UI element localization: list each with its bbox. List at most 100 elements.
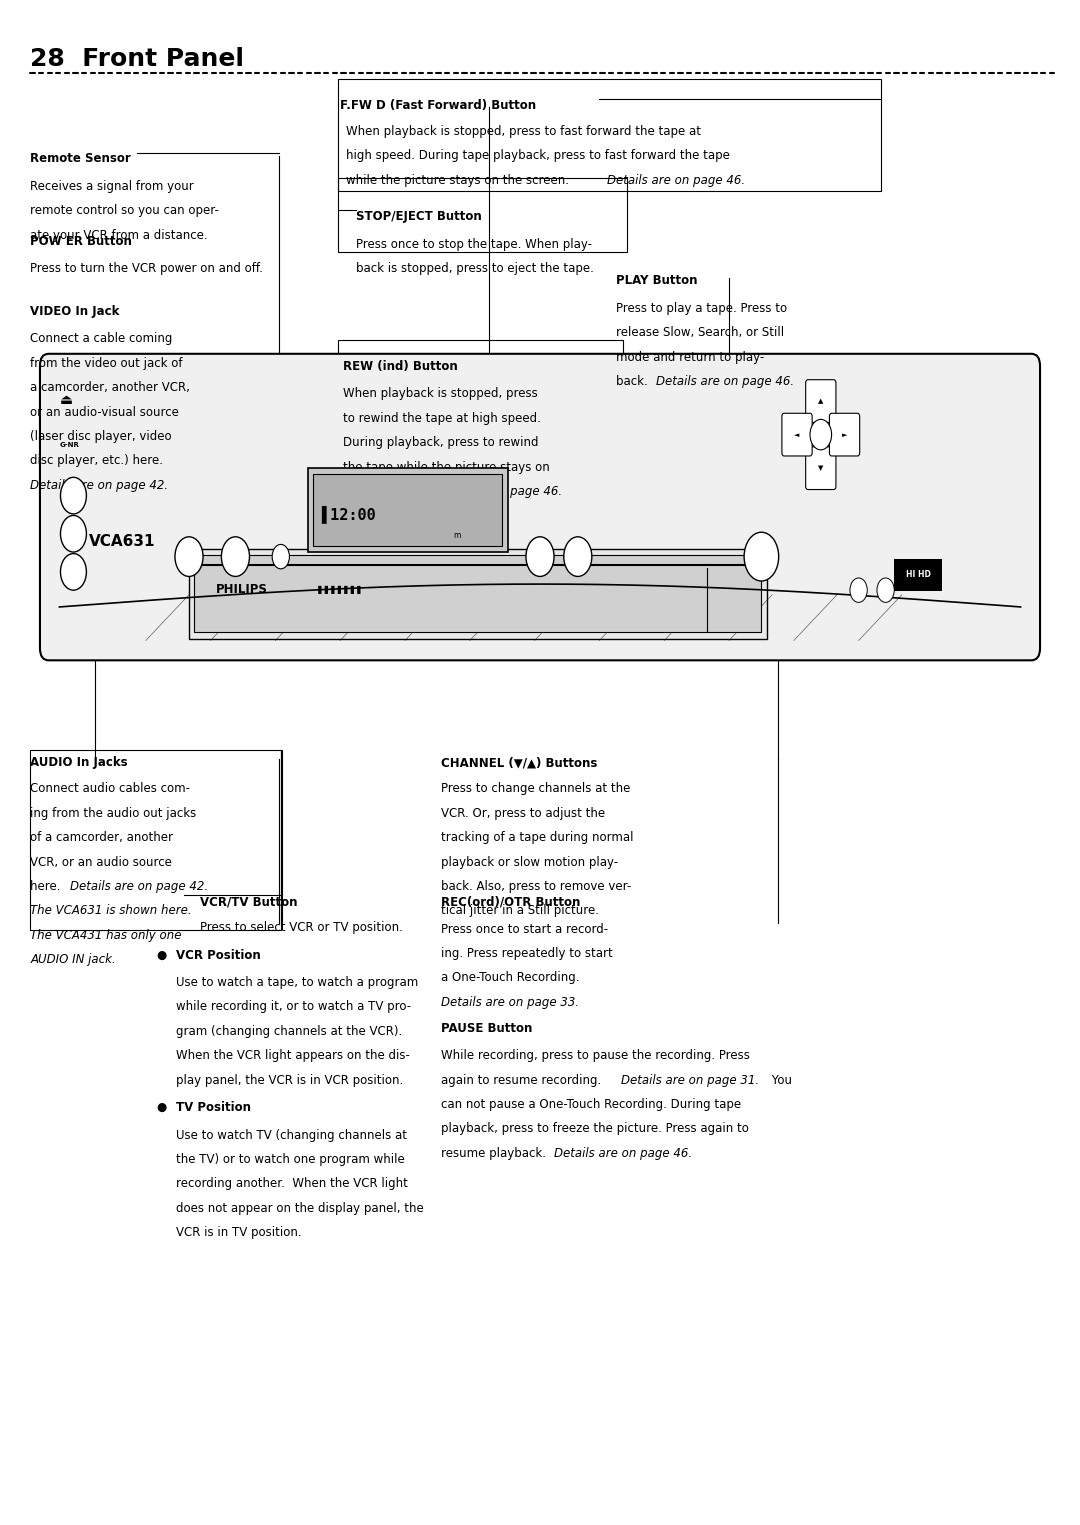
Text: G-NR: G-NR — [59, 442, 79, 448]
Text: the screen.: the screen. — [343, 485, 414, 499]
Text: ▲: ▲ — [819, 398, 823, 404]
Text: VCR Position: VCR Position — [176, 949, 260, 962]
Bar — [338, 178, 627, 252]
Text: Details are on page 42.: Details are on page 42. — [30, 479, 168, 493]
Bar — [308, 468, 508, 552]
Text: playback or slow motion play-: playback or slow motion play- — [441, 856, 618, 869]
Text: Receives a signal from your: Receives a signal from your — [30, 180, 194, 194]
Text: The VCA631 is shown here.: The VCA631 is shown here. — [30, 904, 192, 918]
Text: back. Also, press to remove ver-: back. Also, press to remove ver- — [441, 880, 631, 894]
Text: Details are on page 33.: Details are on page 33. — [441, 996, 579, 1010]
Text: again to resume recording.: again to resume recording. — [441, 1074, 605, 1087]
Text: CHANNEL (▼/▲) Buttons: CHANNEL (▼/▲) Buttons — [441, 756, 597, 770]
Text: ►: ► — [842, 432, 847, 438]
FancyBboxPatch shape — [829, 413, 860, 456]
Circle shape — [60, 477, 86, 514]
Text: tracking of a tape during normal: tracking of a tape during normal — [441, 831, 633, 845]
Text: While recording, press to pause the recording. Press: While recording, press to pause the reco… — [441, 1049, 750, 1063]
Text: back is stopped, press to eject the tape.: back is stopped, press to eject the tape… — [356, 262, 594, 276]
Text: VIDEO In Jack: VIDEO In Jack — [30, 305, 120, 319]
Text: while the picture stays on the screen.: while the picture stays on the screen. — [346, 174, 572, 188]
Text: ing from the audio out jacks: ing from the audio out jacks — [30, 807, 197, 820]
Circle shape — [60, 515, 86, 552]
Text: PHILIPS: PHILIPS — [216, 583, 268, 596]
Text: mode and return to play-: mode and return to play- — [616, 351, 764, 364]
Text: ●: ● — [157, 1101, 166, 1115]
Text: here.: here. — [30, 880, 65, 894]
Text: ▌▌▌▌▌▌▌: ▌▌▌▌▌▌▌ — [313, 586, 364, 595]
Bar — [281, 750, 282, 923]
Text: HI HD: HI HD — [905, 570, 931, 580]
Text: while recording it, or to watch a TV pro-: while recording it, or to watch a TV pro… — [176, 1000, 411, 1014]
Text: gram (changing channels at the VCR).: gram (changing channels at the VCR). — [176, 1025, 402, 1039]
Circle shape — [60, 554, 86, 590]
Text: ate your VCR from a distance.: ate your VCR from a distance. — [30, 229, 207, 242]
Text: Connect a cable coming: Connect a cable coming — [30, 332, 173, 346]
Text: Press to select VCR or TV position.: Press to select VCR or TV position. — [200, 921, 403, 935]
Text: Details are on page 46.: Details are on page 46. — [656, 375, 794, 389]
Text: ▼: ▼ — [819, 465, 823, 471]
Circle shape — [850, 578, 867, 602]
Text: from the video out jack of: from the video out jack of — [30, 357, 183, 371]
Text: back.: back. — [616, 375, 651, 389]
Text: You: You — [768, 1074, 792, 1087]
Circle shape — [564, 537, 592, 576]
Text: VCR. Or, press to adjust the: VCR. Or, press to adjust the — [441, 807, 605, 820]
Circle shape — [526, 537, 554, 576]
Text: AUDIO IN jack.: AUDIO IN jack. — [30, 953, 116, 967]
Circle shape — [810, 419, 832, 450]
Text: or an audio-visual source: or an audio-visual source — [30, 406, 179, 419]
Text: 28  Front Panel: 28 Front Panel — [30, 47, 244, 72]
Text: REW (ind) Button: REW (ind) Button — [343, 360, 458, 374]
Text: STOP/EJECT Button: STOP/EJECT Button — [356, 210, 482, 224]
Text: Use to watch TV (changing channels at: Use to watch TV (changing channels at — [176, 1128, 407, 1142]
FancyBboxPatch shape — [40, 354, 1040, 660]
Text: VCR is in TV position.: VCR is in TV position. — [176, 1226, 301, 1240]
Text: REC(ord)/OTR Button: REC(ord)/OTR Button — [441, 895, 580, 909]
Text: Press to play a tape. Press to: Press to play a tape. Press to — [616, 302, 786, 316]
Text: tical jitter in a Still picture.: tical jitter in a Still picture. — [441, 904, 598, 918]
Text: Press to turn the VCR power on and off.: Press to turn the VCR power on and off. — [30, 262, 264, 276]
Bar — [30, 750, 281, 930]
Text: recording another.  When the VCR light: recording another. When the VCR light — [176, 1177, 408, 1191]
Text: Connect audio cables com-: Connect audio cables com- — [30, 782, 190, 796]
Text: resume playback.: resume playback. — [441, 1147, 550, 1161]
FancyBboxPatch shape — [806, 447, 836, 490]
Text: PAUSE Button: PAUSE Button — [441, 1022, 532, 1035]
Text: disc player, etc.) here.: disc player, etc.) here. — [30, 454, 163, 468]
Text: The VCA431 has only one: The VCA431 has only one — [30, 929, 181, 942]
Text: remote control so you can oper-: remote control so you can oper- — [30, 204, 219, 218]
Text: Details are on page 46.: Details are on page 46. — [607, 174, 745, 188]
FancyBboxPatch shape — [782, 413, 812, 456]
Bar — [194, 555, 761, 633]
Text: ▌12:00: ▌12:00 — [321, 505, 376, 523]
Text: m: m — [454, 531, 461, 540]
Text: a camcorder, another VCR,: a camcorder, another VCR, — [30, 381, 190, 395]
Text: Details are on page 42.: Details are on page 42. — [70, 880, 208, 894]
Bar — [338, 79, 881, 191]
Text: Press to change channels at the: Press to change channels at the — [441, 782, 630, 796]
Text: ◄: ◄ — [795, 432, 799, 438]
Text: Remote Sensor: Remote Sensor — [30, 152, 131, 166]
Text: release Slow, Search, or Still: release Slow, Search, or Still — [616, 326, 784, 340]
Bar — [189, 549, 767, 639]
Text: to rewind the tape at high speed.: to rewind the tape at high speed. — [343, 412, 541, 425]
Text: high speed. During tape playback, press to fast forward the tape: high speed. During tape playback, press … — [346, 149, 729, 163]
Text: Press once to stop the tape. When play-: Press once to stop the tape. When play- — [356, 238, 593, 252]
Text: F.FW D (Fast Forward) Button: F.FW D (Fast Forward) Button — [340, 99, 537, 113]
Text: When playback is stopped, press to fast forward the tape at: When playback is stopped, press to fast … — [346, 125, 701, 139]
Text: When playback is stopped, press: When playback is stopped, press — [343, 387, 538, 401]
Text: playback, press to freeze the picture. Press again to: playback, press to freeze the picture. P… — [441, 1122, 748, 1136]
Text: ●: ● — [157, 949, 166, 962]
Text: Details are on page 46.: Details are on page 46. — [554, 1147, 692, 1161]
Text: Press once to start a record-: Press once to start a record- — [441, 923, 608, 936]
Text: play panel, the VCR is in VCR position.: play panel, the VCR is in VCR position. — [176, 1074, 403, 1087]
Text: ing. Press repeatedly to start: ing. Press repeatedly to start — [441, 947, 612, 961]
Circle shape — [744, 532, 779, 581]
Text: AUDIO In Jacks: AUDIO In Jacks — [30, 756, 127, 770]
Text: Details are on page 31.: Details are on page 31. — [621, 1074, 759, 1087]
Text: a One-Touch Recording.: a One-Touch Recording. — [441, 971, 579, 985]
Text: VCA631: VCA631 — [89, 534, 156, 549]
Circle shape — [221, 537, 249, 576]
Text: of a camcorder, another: of a camcorder, another — [30, 831, 173, 845]
